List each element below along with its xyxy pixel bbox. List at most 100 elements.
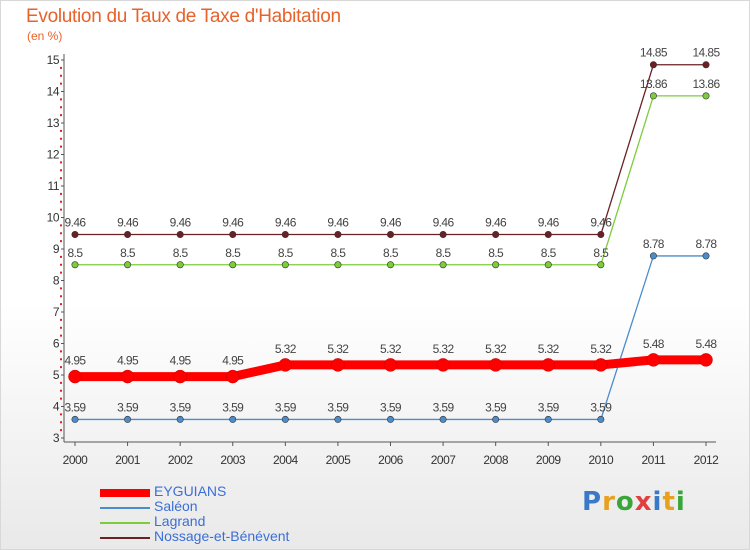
data-point xyxy=(229,415,237,423)
y-tick-label: 13 xyxy=(47,116,60,130)
data-point xyxy=(544,261,552,269)
y-minor-dot xyxy=(60,381,62,384)
data-point xyxy=(699,353,713,367)
data-point xyxy=(124,415,132,423)
data-label: 9.46 xyxy=(275,216,297,230)
data-point xyxy=(124,261,132,269)
data-point xyxy=(71,261,79,269)
logo-letter: r xyxy=(602,487,616,517)
data-label: 8.5 xyxy=(383,246,399,260)
data-label: 3.59 xyxy=(222,400,244,414)
y-tick-label: 9 xyxy=(53,242,60,256)
data-label: 9.46 xyxy=(590,216,612,230)
data-label: 8.5 xyxy=(278,246,294,260)
y-minor-dot xyxy=(60,232,62,235)
data-label: 9.46 xyxy=(222,216,244,230)
data-label: 9.46 xyxy=(538,216,560,230)
logo-letter: P xyxy=(582,487,603,517)
x-tick-label: 2008 xyxy=(483,453,509,467)
data-point xyxy=(492,231,500,239)
legend-swatch xyxy=(100,507,150,509)
data-point xyxy=(68,369,82,384)
data-point xyxy=(541,358,555,372)
logo-letter: o xyxy=(615,487,635,517)
x-tick-label: 2011 xyxy=(642,453,667,467)
logo-letter: t xyxy=(662,487,676,517)
data-label: 14.85 xyxy=(692,46,720,60)
y-minor-dot xyxy=(60,358,62,361)
data-label: 8.5 xyxy=(593,246,609,260)
data-label: 8.5 xyxy=(173,246,189,260)
data-label: 5.48 xyxy=(643,337,665,351)
y-tick-label: 5 xyxy=(53,368,60,382)
x-tick-label: 2012 xyxy=(694,453,720,467)
y-tick-label: 7 xyxy=(53,305,60,319)
data-label: 13.86 xyxy=(692,77,720,91)
data-label: 3.59 xyxy=(275,400,297,414)
series-line-nossage-et-b-n-vent xyxy=(74,64,707,236)
y-minor-dot xyxy=(60,303,62,306)
data-label: 4.95 xyxy=(170,354,192,368)
data-label: 3.59 xyxy=(65,400,87,414)
data-label: 9.46 xyxy=(65,216,87,230)
data-point xyxy=(436,358,450,372)
data-point xyxy=(176,231,184,239)
data-point xyxy=(439,261,447,269)
data-label: 3.59 xyxy=(327,400,349,414)
data-point xyxy=(702,252,710,260)
data-label: 5.32 xyxy=(327,342,349,356)
y-minor-dot xyxy=(60,208,62,211)
data-label: 8.78 xyxy=(643,237,665,251)
data-point xyxy=(597,415,605,423)
legend-label: EYGUIANS xyxy=(154,483,227,499)
data-label: 8.5 xyxy=(225,246,241,260)
data-point xyxy=(281,261,289,269)
data-label: 8.5 xyxy=(330,246,346,260)
y-minor-dot xyxy=(60,161,62,164)
y-tick-label: 10 xyxy=(47,211,60,225)
data-point xyxy=(492,261,500,269)
data-label: 8.5 xyxy=(488,246,504,260)
logo-letter: i xyxy=(675,487,686,517)
y-minor-dot xyxy=(60,177,62,180)
data-point xyxy=(334,415,342,423)
legend-label: Saléon xyxy=(154,498,198,514)
y-minor-dot xyxy=(60,287,62,290)
data-point xyxy=(334,231,342,239)
y-tick-label: 8 xyxy=(53,274,60,288)
data-label: 3.59 xyxy=(590,400,612,414)
data-point xyxy=(702,61,710,69)
data-label: 9.46 xyxy=(327,216,349,230)
data-point xyxy=(386,231,394,239)
x-tick-label: 2003 xyxy=(220,453,246,467)
data-point xyxy=(71,231,79,239)
legend-swatch xyxy=(100,522,150,524)
data-point xyxy=(646,353,661,367)
y-minor-dot xyxy=(60,200,62,203)
legend-label: Lagrand xyxy=(154,513,206,529)
data-point xyxy=(492,415,500,423)
y-minor-dot xyxy=(60,82,62,85)
y-minor-dot xyxy=(60,240,62,243)
data-point xyxy=(649,61,657,69)
data-label: 5.32 xyxy=(485,342,507,356)
data-label: 9.46 xyxy=(485,216,507,230)
y-minor-dot xyxy=(60,98,62,101)
x-tick-label: 2005 xyxy=(326,453,352,467)
data-point xyxy=(334,261,342,269)
y-tick-label: 4 xyxy=(53,400,60,414)
x-tick-label: 2007 xyxy=(431,453,457,467)
y-tick-label: 3 xyxy=(53,431,60,445)
data-point xyxy=(544,231,552,239)
data-point xyxy=(386,261,394,269)
data-point xyxy=(439,231,447,239)
data-point xyxy=(173,369,187,384)
legend-swatch xyxy=(100,537,150,539)
data-label: 8.5 xyxy=(541,246,557,260)
data-label: 9.46 xyxy=(380,216,402,230)
data-label: 3.59 xyxy=(433,400,455,414)
data-label: 5.48 xyxy=(696,337,718,351)
data-label: 8.78 xyxy=(696,237,718,251)
data-point xyxy=(281,231,289,239)
y-tick-label: 11 xyxy=(48,179,60,193)
